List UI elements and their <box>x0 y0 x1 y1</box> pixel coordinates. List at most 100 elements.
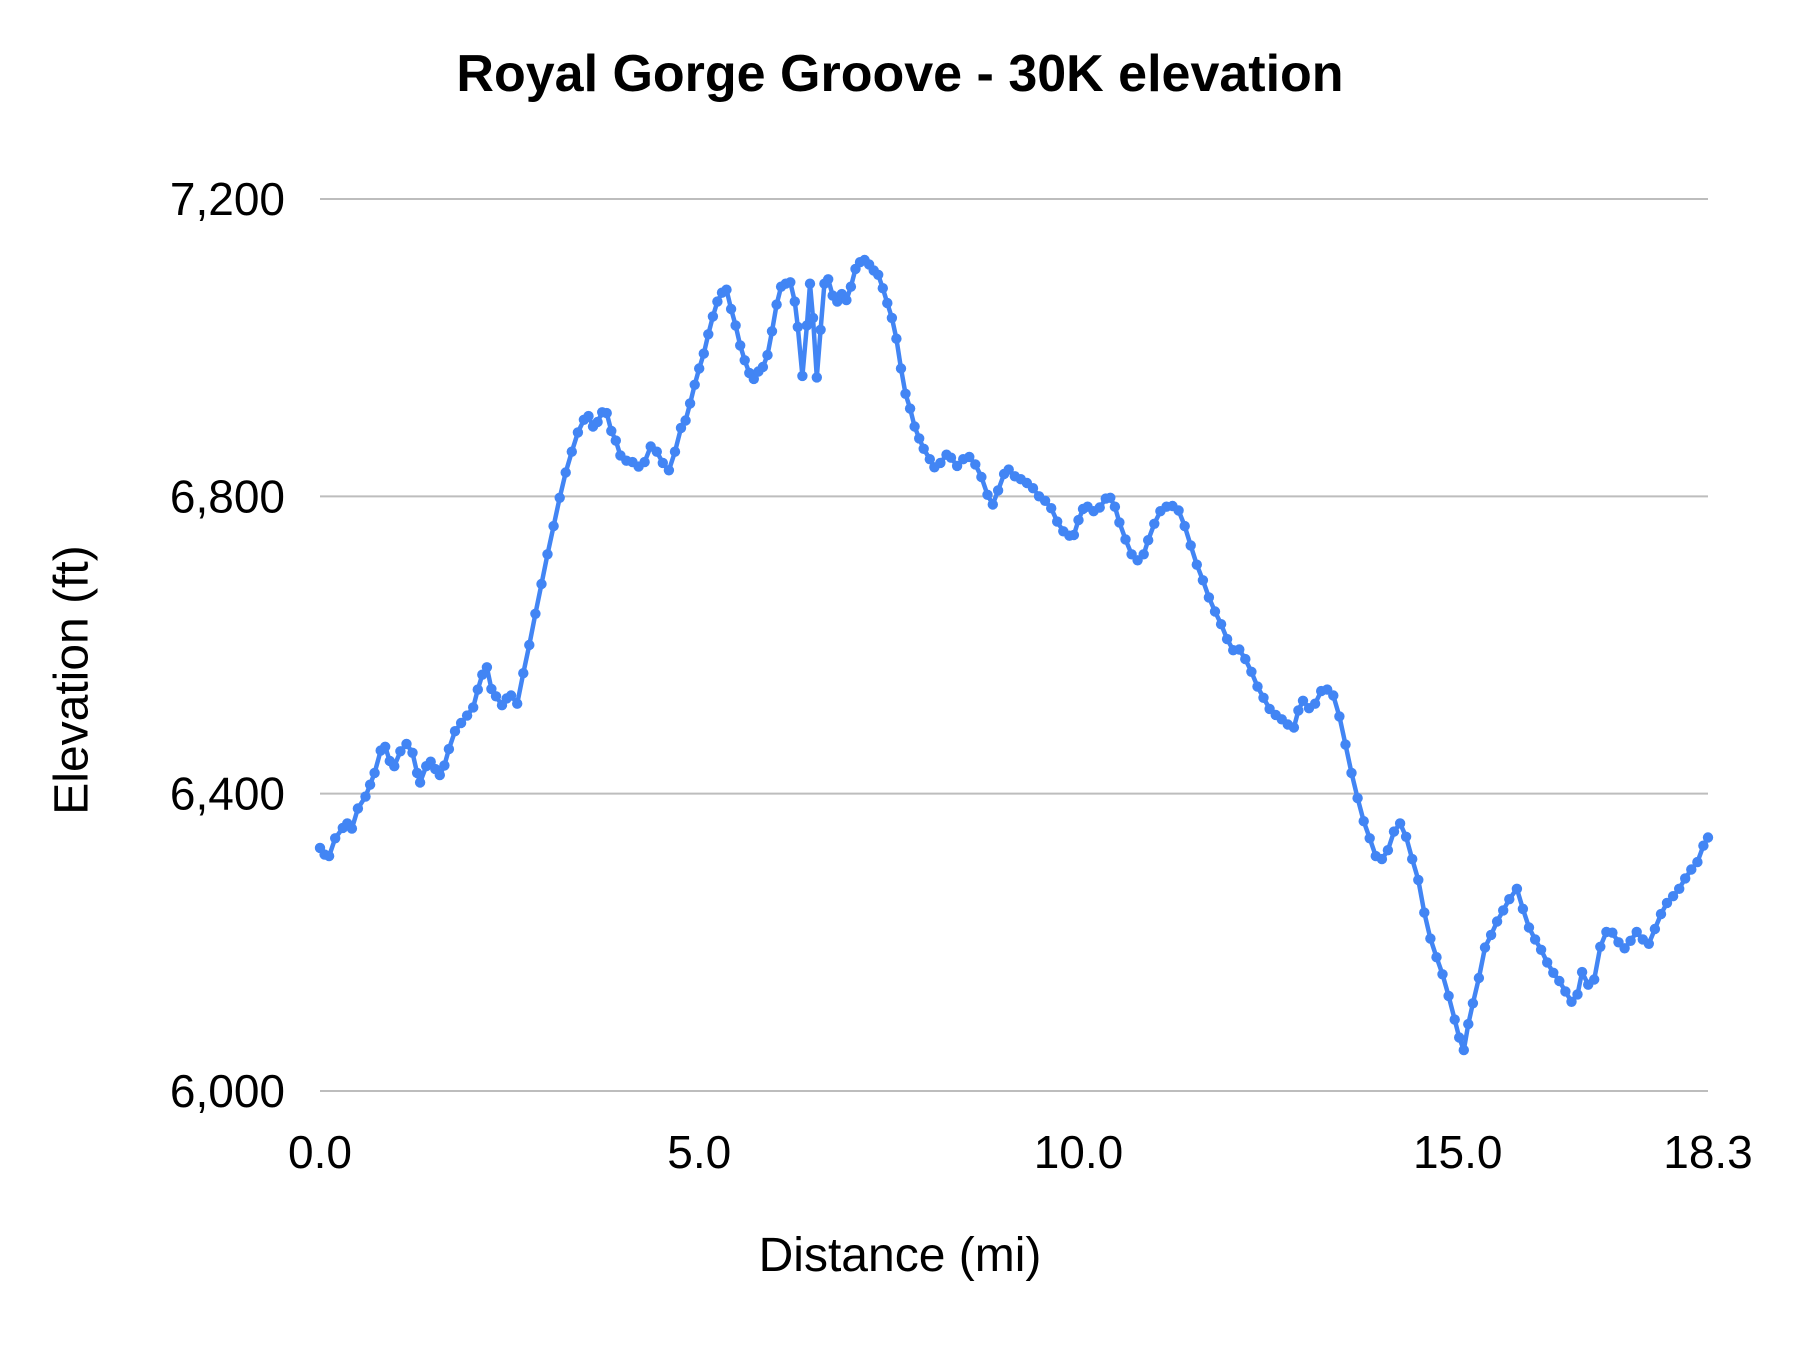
data-point-marker <box>841 294 852 306</box>
data-point-marker <box>797 370 808 382</box>
data-point-marker <box>1407 853 1418 865</box>
data-point-marker <box>1467 998 1479 1009</box>
data-point-marker <box>443 743 455 755</box>
data-point-marker <box>792 321 803 333</box>
data-point-marker <box>512 698 523 709</box>
x-axis-title: Distance (mi) <box>758 1229 1042 1282</box>
data-point-marker <box>982 489 993 500</box>
data-point-marker <box>1437 969 1448 980</box>
data-point-marker <box>707 311 719 322</box>
data-point-marker <box>1394 818 1406 829</box>
data-point-marker <box>1498 905 1509 916</box>
data-point-marker <box>976 471 987 483</box>
data-point-marker <box>490 691 502 702</box>
data-point-marker <box>845 281 857 292</box>
data-point-marker <box>606 425 617 437</box>
data-point-marker <box>712 296 723 307</box>
x-tick-label: 18.3 <box>1663 1126 1753 1178</box>
data-point-marker <box>703 329 714 340</box>
data-point-marker <box>1431 952 1442 963</box>
data-point-marker <box>877 283 888 294</box>
data-point-marker <box>530 608 541 619</box>
data-point-marker <box>1523 922 1535 933</box>
data-point-marker <box>914 433 925 444</box>
x-tick-label: 10.0 <box>1034 1126 1124 1178</box>
data-point-marker <box>1382 845 1394 856</box>
data-point-marker <box>1443 990 1454 1002</box>
data-point-marker <box>323 850 335 862</box>
data-point-marker <box>873 269 884 280</box>
data-point-marker <box>651 446 662 457</box>
data-point-marker <box>1607 927 1618 938</box>
data-point-marker <box>583 410 594 422</box>
data-point-marker <box>518 668 529 679</box>
data-point-marker <box>1234 644 1245 655</box>
data-point-marker <box>1003 464 1014 475</box>
data-point-marker <box>572 427 584 438</box>
data-point-marker <box>1425 933 1436 944</box>
data-point-marker <box>449 726 461 737</box>
data-point-marker <box>1179 520 1190 532</box>
data-point-marker <box>1491 916 1503 927</box>
data-point-marker <box>364 779 376 790</box>
data-point-marker <box>411 767 423 779</box>
data-point-marker <box>832 296 843 307</box>
data-point-marker <box>1334 711 1345 722</box>
data-point-marker <box>1473 972 1485 984</box>
data-point-marker <box>1686 864 1697 875</box>
data-point-marker <box>1068 529 1080 541</box>
data-point-marker <box>1589 974 1600 985</box>
data-point-marker <box>1542 957 1553 968</box>
data-point-marker <box>895 363 907 374</box>
data-point-marker <box>536 578 547 590</box>
data-point-marker <box>434 769 445 781</box>
data-point-marker <box>1197 575 1209 586</box>
data-point-marker <box>407 747 418 758</box>
data-point-marker <box>698 348 709 359</box>
data-point-marker <box>352 803 364 814</box>
data-point-marker <box>1661 897 1673 909</box>
data-point-marker <box>1619 943 1630 954</box>
data-point-marker <box>1595 941 1606 952</box>
data-point-marker <box>970 459 981 470</box>
data-point-marker <box>486 683 497 695</box>
data-point-marker <box>639 456 650 468</box>
data-point-marker <box>1643 938 1655 949</box>
data-point-marker <box>1191 559 1203 570</box>
data-point-marker <box>1631 926 1642 938</box>
data-point-marker <box>1203 592 1215 603</box>
data-point-marker <box>804 278 816 289</box>
y-tick-label: 6,400 <box>170 768 285 820</box>
data-point-marker <box>987 499 998 510</box>
data-point-marker <box>1655 908 1667 920</box>
data-point-marker <box>739 355 750 366</box>
data-point-marker <box>1463 1018 1474 1030</box>
data-point-marker <box>1517 903 1529 915</box>
data-point-marker <box>560 467 571 478</box>
data-point-marker <box>1173 505 1184 516</box>
data-point-marker <box>1114 517 1125 528</box>
data-point-marker <box>1109 501 1121 512</box>
data-point-marker <box>771 299 782 310</box>
data-point-marker <box>823 274 834 285</box>
data-point-marker <box>757 361 769 373</box>
data-point-marker <box>360 791 371 802</box>
y-tick-label: 7,200 <box>170 173 285 225</box>
data-point-marker <box>886 312 898 324</box>
data-point-marker <box>669 446 681 457</box>
data-point-marker <box>945 452 957 463</box>
data-point-marker <box>1309 698 1321 709</box>
y-tick-label: 6,000 <box>170 1065 285 1117</box>
data-point-marker <box>1680 873 1691 884</box>
data-point-marker <box>592 416 603 428</box>
data-point-marker <box>1340 739 1351 750</box>
data-point-marker <box>1376 853 1388 865</box>
data-point-marker <box>1297 695 1309 706</box>
data-point-marker <box>1535 944 1547 955</box>
data-point-marker <box>766 326 778 337</box>
data-point-marker <box>1702 832 1714 843</box>
data-point-marker <box>891 333 902 344</box>
data-point-marker <box>684 398 696 409</box>
data-point-marker <box>1364 833 1375 844</box>
